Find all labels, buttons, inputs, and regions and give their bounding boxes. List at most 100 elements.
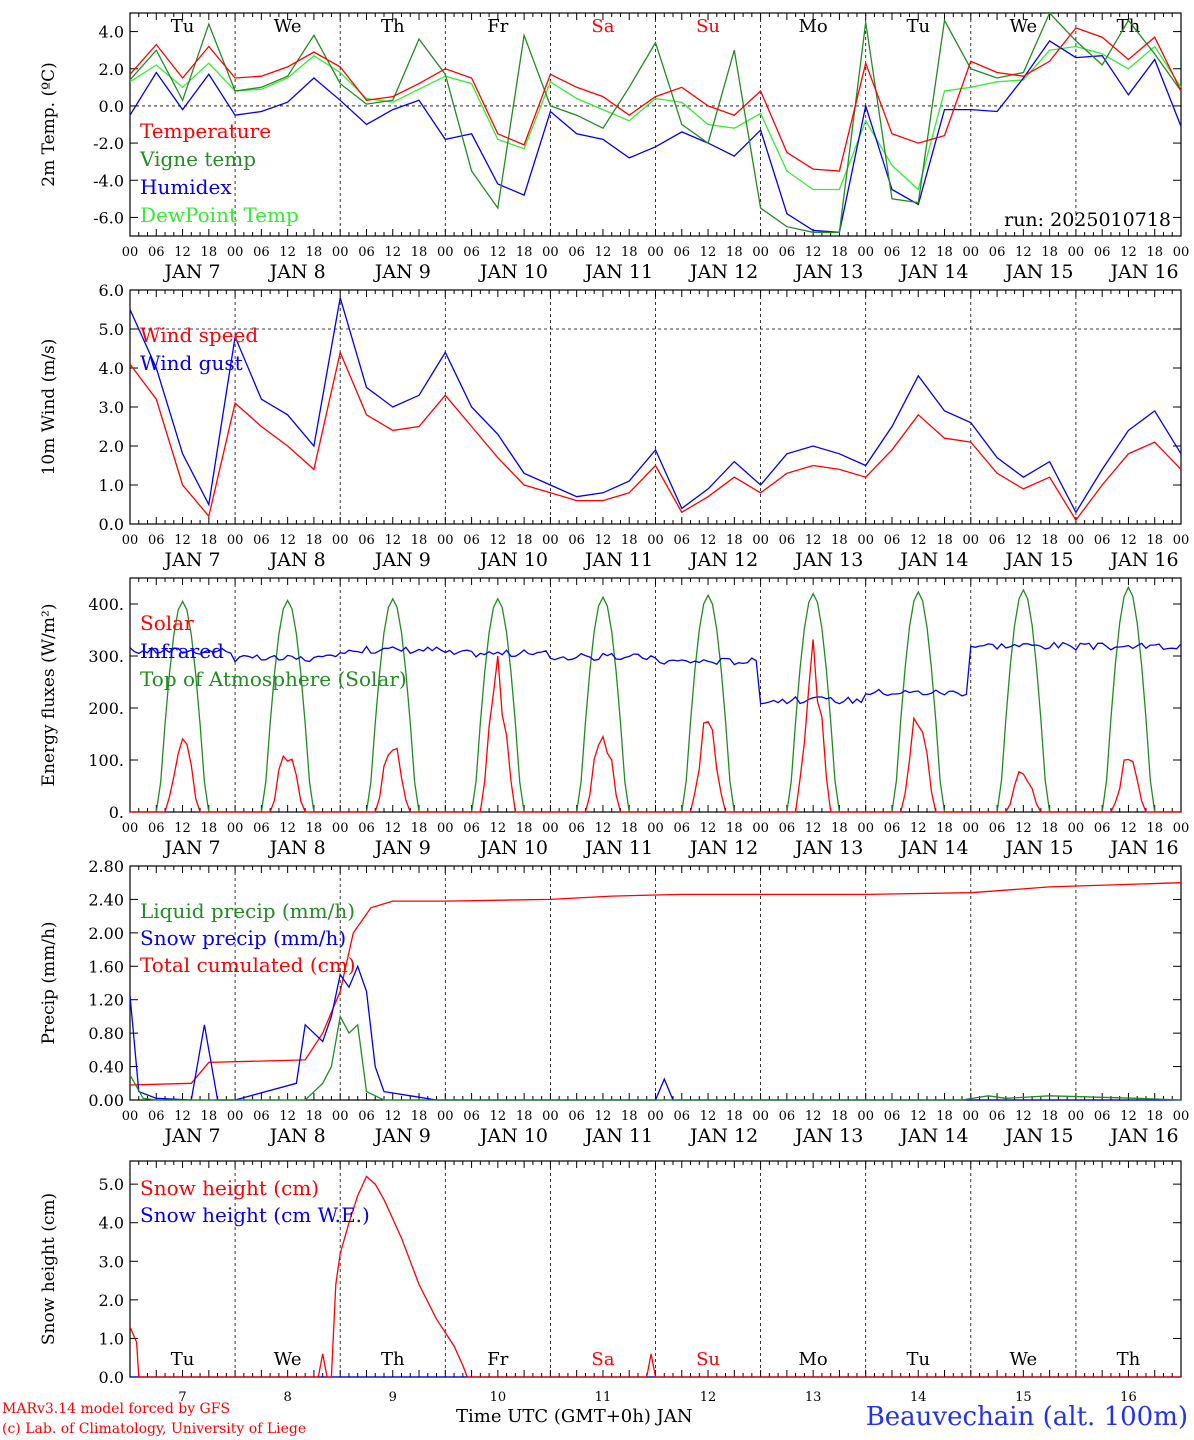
hour-label: 00 [752,533,769,548]
hour-label: 12 [384,533,401,548]
hour-label: 18 [1146,1109,1163,1124]
y-tick-label: 200. [88,699,124,718]
date-label: JAN 16 [1108,261,1178,283]
date-label: JAN 15 [1003,837,1073,859]
hour-label: 00 [122,533,139,548]
hour-label: 00 [752,1109,769,1124]
series-line [129,27,1182,172]
hour-label: 18 [306,821,323,836]
legend-entry: Humidex [140,175,232,199]
hour-label: 00 [332,245,349,260]
hour-label: 12 [1015,821,1032,836]
hour-label: 12 [1015,533,1032,548]
solar-line [130,639,1181,813]
weekday-label: We [274,1349,302,1370]
hour-label: 00 [647,1109,664,1124]
date-label: JAN 12 [688,1125,758,1147]
hour-label: 00 [437,533,454,548]
hour-label: 18 [1146,821,1163,836]
hour-label: 18 [201,533,218,548]
legend-entry: Liquid precip (mm/h) [140,899,355,923]
hour-label: 06 [358,533,375,548]
series-line [129,1175,1181,1378]
y-axis-label: Energy fluxes (W/m²) [39,604,59,787]
y-axis-label: Snow height (cm) [39,1193,59,1345]
date-label: JAN 8 [268,837,326,859]
date-label: JAN 9 [373,549,431,571]
hour-label: 18 [726,821,743,836]
weekday-label: We [1010,16,1038,37]
y-tick-label: 0.0 [99,515,124,534]
hour-label: 18 [831,1109,848,1124]
day-number-label: 7 [178,1390,186,1405]
hour-label: 06 [989,533,1006,548]
date-label: JAN 11 [583,549,653,571]
hour-label: 00 [1173,821,1190,836]
hour-label: 00 [857,245,874,260]
legend-entry: Total cumulated (cm) [140,953,356,977]
hour-label: 18 [411,1109,428,1124]
y-tick-label: 4.0 [99,359,124,378]
weekday-label: Th [1117,1349,1141,1370]
weekday-label: Fr [487,16,508,37]
hour-label: 18 [1041,245,1058,260]
date-label: JAN 14 [898,837,968,859]
hour-label: 00 [752,245,769,260]
hour-label: 06 [253,245,270,260]
day-number-label: 10 [490,1390,507,1405]
hour-label: 06 [148,245,165,260]
hour-label: 18 [411,821,428,836]
hour-label: 00 [963,245,980,260]
legend-entry: Top of Atmosphere (Solar) [140,667,407,691]
hour-label: 12 [805,821,822,836]
hour-label: 00 [122,1109,139,1124]
hour-label: 12 [595,245,612,260]
hour-label: 12 [595,533,612,548]
series-line [129,45,1182,191]
date-label: JAN 12 [688,549,758,571]
hour-label: 00 [647,245,664,260]
series-line [129,882,1182,1086]
date-label: JAN 13 [793,261,863,283]
y-tick-label: 0.0 [99,1368,124,1387]
hour-label: 00 [437,1109,454,1124]
hour-label: 12 [490,245,507,260]
hour-label: 00 [227,821,244,836]
hour-label: 12 [384,821,401,836]
y-tick-label: 5.0 [99,320,124,339]
y-tick-label: 0.40 [88,1058,124,1077]
hour-label: 12 [490,1109,507,1124]
legend-entry: Infrared [140,639,224,663]
y-tick-label: 4.0 [99,1214,124,1233]
y-tick-label: 3.0 [99,1252,124,1271]
y-tick-label: -6.0 [93,208,124,227]
weekday-label: We [274,16,302,37]
hour-label: 12 [595,821,612,836]
legend-entry: Vigne temp [139,147,256,171]
date-label: JAN 11 [583,261,653,283]
weekday-label: Th [381,1349,405,1370]
hour-label: 18 [726,533,743,548]
hour-label: 06 [463,533,480,548]
hour-label: 18 [1041,1109,1058,1124]
date-label: JAN 15 [1003,549,1073,571]
hour-label: 06 [1094,821,1111,836]
day-number-label: 13 [805,1390,822,1405]
y-tick-label: 2.0 [99,1291,124,1310]
hour-label: 18 [831,821,848,836]
hour-label: 00 [857,1109,874,1124]
hour-label: 00 [1068,245,1085,260]
legend-entry: Temperature [140,119,271,143]
y-tick-label: 1.20 [88,991,124,1010]
hour-label: 06 [463,1109,480,1124]
hour-label: 06 [674,245,691,260]
hour-label: 00 [227,533,244,548]
hour-label: 06 [779,245,796,260]
hour-label: 06 [568,821,585,836]
hour-label: 12 [490,821,507,836]
hour-label: 18 [1146,533,1163,548]
hour-label: 12 [279,1109,296,1124]
hour-label: 00 [1068,1109,1085,1124]
date-label: JAN 15 [1003,261,1073,283]
date-label: JAN 9 [373,261,431,283]
